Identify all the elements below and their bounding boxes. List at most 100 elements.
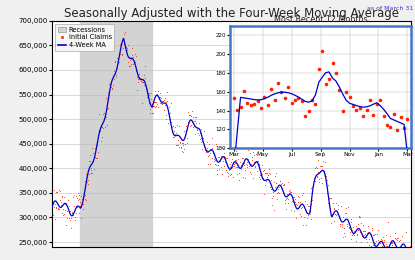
Point bbox=[92, 143, 99, 147]
Point bbox=[346, 226, 352, 230]
Point bbox=[268, 187, 274, 191]
Point bbox=[249, 163, 256, 167]
Point bbox=[64, 209, 71, 213]
Point bbox=[349, 104, 356, 108]
Point bbox=[115, 56, 122, 61]
Point bbox=[261, 192, 268, 196]
Point bbox=[239, 161, 245, 165]
Point bbox=[221, 164, 227, 168]
Point bbox=[149, 104, 156, 108]
Point bbox=[329, 214, 335, 218]
Point bbox=[317, 176, 324, 180]
Point bbox=[90, 159, 96, 163]
Point bbox=[404, 118, 411, 122]
Point bbox=[389, 240, 395, 244]
Point bbox=[70, 195, 76, 199]
Point bbox=[90, 167, 97, 172]
Point bbox=[75, 191, 81, 195]
Point bbox=[269, 196, 276, 200]
Point bbox=[209, 155, 215, 160]
Point bbox=[401, 259, 408, 260]
Point bbox=[153, 100, 159, 104]
Point bbox=[249, 155, 255, 159]
Point bbox=[367, 98, 374, 102]
Point bbox=[57, 203, 64, 207]
Point bbox=[306, 212, 313, 216]
Point bbox=[301, 205, 308, 209]
Point bbox=[107, 82, 113, 86]
Point bbox=[359, 229, 366, 233]
Point bbox=[315, 177, 322, 181]
Point bbox=[379, 238, 386, 242]
Point bbox=[348, 237, 355, 241]
Point bbox=[251, 160, 257, 165]
Point bbox=[132, 60, 138, 64]
Point bbox=[268, 178, 275, 182]
Point bbox=[299, 191, 306, 195]
Point bbox=[92, 155, 98, 159]
Point bbox=[239, 156, 246, 160]
Point bbox=[52, 202, 59, 206]
Point bbox=[240, 156, 247, 160]
Point bbox=[391, 240, 397, 245]
Point bbox=[193, 127, 200, 131]
Point bbox=[256, 174, 263, 179]
Point bbox=[136, 75, 143, 79]
Point bbox=[262, 171, 269, 175]
Point bbox=[299, 205, 305, 209]
Bar bbox=[81, 21, 152, 247]
Point bbox=[133, 68, 139, 73]
Point bbox=[51, 187, 58, 192]
Point bbox=[343, 211, 349, 216]
Point bbox=[230, 96, 237, 100]
Point bbox=[120, 36, 127, 40]
Point bbox=[395, 252, 402, 256]
Point bbox=[111, 72, 117, 76]
Point bbox=[170, 124, 177, 128]
Point bbox=[213, 142, 220, 146]
Point bbox=[271, 185, 278, 189]
Point bbox=[378, 244, 385, 249]
Point bbox=[201, 148, 208, 152]
Point bbox=[273, 180, 279, 185]
Point bbox=[369, 228, 376, 232]
Point bbox=[266, 171, 272, 175]
Point bbox=[361, 229, 368, 233]
Point bbox=[203, 148, 210, 152]
Point bbox=[215, 163, 222, 167]
Point bbox=[225, 168, 232, 172]
Point bbox=[87, 166, 94, 170]
Point bbox=[305, 204, 311, 208]
Point bbox=[106, 93, 113, 97]
Point bbox=[251, 102, 257, 106]
Point bbox=[206, 142, 212, 146]
Point bbox=[340, 231, 347, 235]
Point bbox=[407, 244, 413, 248]
Point bbox=[231, 158, 238, 162]
Point bbox=[198, 135, 205, 140]
Point bbox=[307, 209, 313, 213]
Point bbox=[71, 204, 77, 208]
Point bbox=[344, 222, 351, 226]
Point bbox=[288, 101, 295, 105]
Point bbox=[239, 175, 246, 179]
Point bbox=[76, 197, 82, 201]
Point bbox=[140, 80, 147, 84]
Point bbox=[184, 141, 190, 146]
Point bbox=[396, 247, 403, 251]
Point bbox=[82, 193, 89, 197]
Point bbox=[254, 99, 261, 103]
Point bbox=[155, 89, 161, 93]
Point bbox=[237, 160, 244, 164]
Point bbox=[228, 160, 235, 164]
Point bbox=[244, 160, 250, 165]
Point bbox=[359, 232, 365, 236]
Point bbox=[177, 140, 183, 144]
Point bbox=[104, 107, 110, 111]
Point bbox=[247, 103, 254, 107]
Point bbox=[118, 41, 124, 45]
Point bbox=[310, 183, 317, 187]
Point bbox=[121, 30, 128, 35]
Point bbox=[210, 151, 217, 155]
Point bbox=[187, 124, 194, 128]
